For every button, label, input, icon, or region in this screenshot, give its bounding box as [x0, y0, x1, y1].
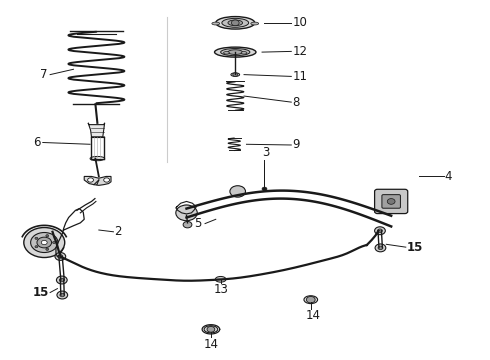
Circle shape	[55, 252, 66, 260]
Ellipse shape	[223, 51, 229, 54]
Text: 14: 14	[203, 338, 219, 351]
Ellipse shape	[231, 73, 240, 76]
Text: 10: 10	[293, 16, 308, 29]
Circle shape	[41, 240, 47, 245]
Circle shape	[375, 244, 386, 252]
Ellipse shape	[241, 51, 247, 54]
Text: 5: 5	[194, 217, 201, 230]
Circle shape	[58, 255, 63, 258]
Circle shape	[231, 20, 239, 26]
FancyBboxPatch shape	[382, 195, 400, 208]
Circle shape	[46, 248, 49, 251]
Text: 11: 11	[293, 70, 308, 83]
Circle shape	[230, 186, 245, 197]
Circle shape	[377, 229, 382, 233]
Circle shape	[59, 278, 64, 282]
Text: 2: 2	[115, 225, 122, 238]
Circle shape	[52, 242, 55, 244]
Circle shape	[374, 227, 385, 235]
Circle shape	[176, 205, 197, 221]
Circle shape	[60, 293, 65, 297]
Circle shape	[35, 237, 38, 239]
Circle shape	[233, 73, 238, 76]
Ellipse shape	[220, 49, 250, 56]
Circle shape	[24, 228, 65, 257]
Ellipse shape	[228, 20, 243, 26]
Text: 9: 9	[293, 139, 300, 152]
Ellipse shape	[215, 276, 226, 282]
Circle shape	[306, 296, 315, 303]
Circle shape	[57, 291, 68, 299]
Circle shape	[262, 187, 267, 191]
Text: 7: 7	[40, 68, 48, 81]
Text: 15: 15	[33, 286, 49, 299]
Circle shape	[88, 178, 94, 182]
Text: 3: 3	[262, 146, 269, 159]
Ellipse shape	[215, 47, 256, 57]
FancyBboxPatch shape	[374, 189, 408, 213]
Text: 13: 13	[213, 283, 228, 296]
Circle shape	[183, 221, 192, 228]
Text: 4: 4	[445, 170, 452, 183]
Text: 8: 8	[293, 96, 300, 109]
Circle shape	[37, 237, 51, 248]
Circle shape	[104, 178, 110, 182]
Polygon shape	[88, 123, 105, 137]
Circle shape	[387, 199, 395, 204]
Circle shape	[378, 246, 383, 249]
Circle shape	[46, 235, 49, 237]
Circle shape	[207, 327, 215, 332]
Circle shape	[56, 276, 67, 284]
Circle shape	[30, 233, 58, 252]
Ellipse shape	[204, 326, 218, 333]
Ellipse shape	[228, 50, 243, 54]
Ellipse shape	[90, 157, 105, 161]
Circle shape	[180, 205, 194, 215]
Ellipse shape	[212, 22, 220, 25]
Ellipse shape	[222, 18, 248, 27]
Text: 6: 6	[33, 136, 40, 149]
Text: 14: 14	[306, 309, 321, 322]
Ellipse shape	[304, 296, 318, 303]
Ellipse shape	[251, 22, 259, 25]
Polygon shape	[84, 176, 111, 185]
Circle shape	[35, 246, 38, 248]
Ellipse shape	[216, 17, 255, 29]
Text: 15: 15	[407, 240, 423, 254]
Text: 12: 12	[293, 45, 308, 58]
